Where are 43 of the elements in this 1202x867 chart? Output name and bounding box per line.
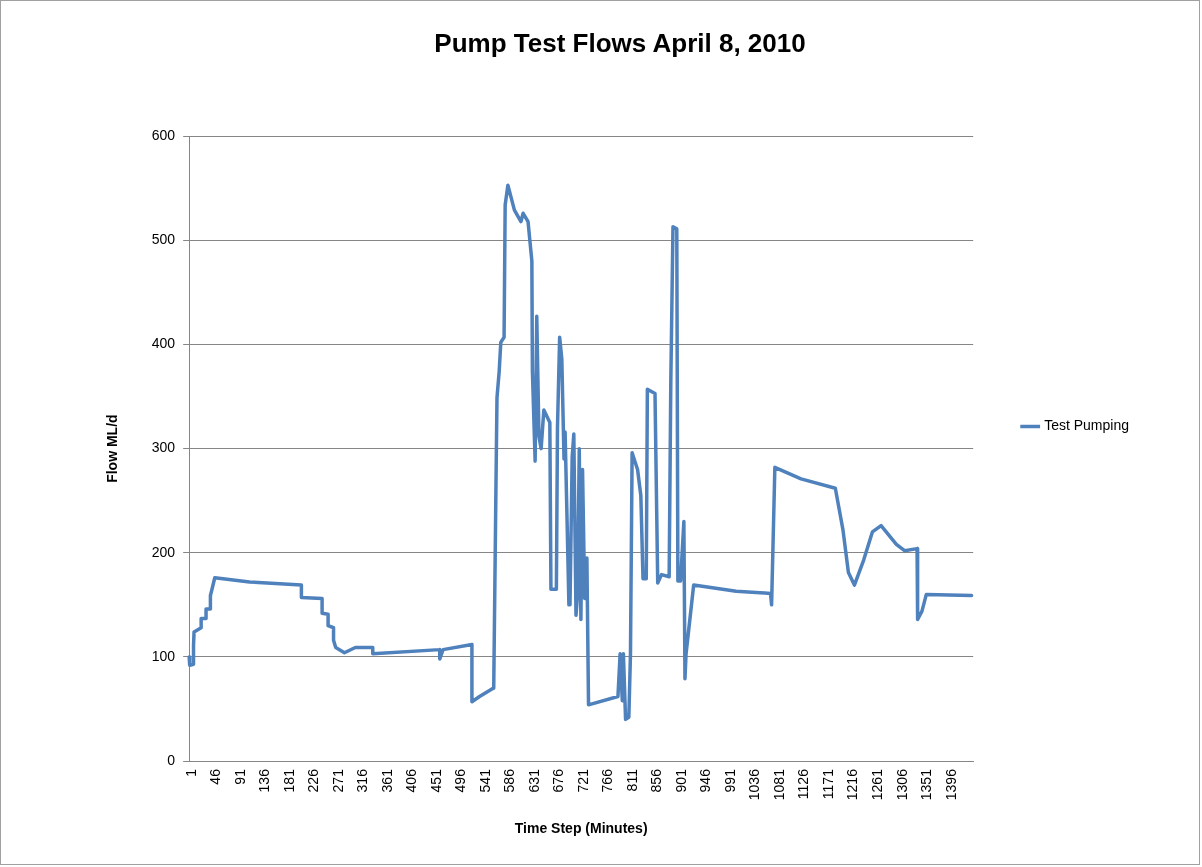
x-tick-label: 496 bbox=[452, 768, 469, 793]
y-tick-label: 200 bbox=[151, 543, 176, 560]
x-tick-label: 1171 bbox=[819, 768, 836, 800]
x-tick-label: 991 bbox=[721, 768, 738, 793]
x-tick-label: 1306 bbox=[893, 768, 910, 801]
x-tick-label: 136 bbox=[256, 768, 273, 793]
x-tick-label: 406 bbox=[403, 768, 420, 793]
x-tick-label: 541 bbox=[476, 768, 493, 793]
x-tick-label: 1036 bbox=[746, 768, 763, 801]
x-tick-label: 631 bbox=[525, 768, 542, 793]
y-tick-label: 300 bbox=[151, 439, 176, 456]
x-tick-label: 1 bbox=[182, 768, 199, 777]
x-tick-label: 226 bbox=[305, 768, 322, 793]
x-tick-label: 946 bbox=[697, 768, 714, 793]
x-tick-label: 1261 bbox=[869, 768, 886, 801]
x-tick-label: 451 bbox=[427, 768, 444, 793]
x-tick-label: 271 bbox=[329, 768, 346, 793]
y-tick-label: 500 bbox=[151, 231, 176, 248]
x-tick-label: 1216 bbox=[844, 768, 861, 801]
x-tick-label: 316 bbox=[354, 768, 371, 793]
x-tick-label: 766 bbox=[599, 768, 616, 793]
x-tick-label: 46 bbox=[207, 768, 224, 785]
x-tick-label: 811 bbox=[623, 768, 640, 792]
chart-title: Pump Test Flows April 8, 2010 bbox=[434, 27, 806, 58]
x-tick-label: 856 bbox=[648, 768, 665, 793]
y-axis-title: Flow ML/d bbox=[104, 414, 121, 483]
x-tick-label: 91 bbox=[231, 768, 248, 785]
x-tick-label: 901 bbox=[672, 768, 689, 793]
x-tick-label: 676 bbox=[550, 768, 567, 793]
x-tick-label: 1081 bbox=[770, 768, 787, 801]
x-tick-label: 361 bbox=[378, 768, 395, 793]
x-axis-title: Time Step (Minutes) bbox=[514, 820, 648, 837]
legend-label: Test Pumping bbox=[1044, 417, 1130, 434]
x-tick-label: 1351 bbox=[918, 768, 935, 801]
x-tick-label: 1126 bbox=[795, 768, 812, 800]
y-tick-label: 400 bbox=[151, 335, 176, 352]
x-tick-label: 721 bbox=[574, 768, 591, 793]
x-tick-label: 1396 bbox=[942, 768, 959, 801]
x-tick-label: 586 bbox=[501, 768, 518, 793]
y-tick-label: 600 bbox=[151, 127, 176, 144]
y-tick-label: 100 bbox=[151, 647, 176, 664]
x-tick-label: 181 bbox=[280, 768, 297, 793]
y-tick-label: 0 bbox=[167, 751, 176, 768]
